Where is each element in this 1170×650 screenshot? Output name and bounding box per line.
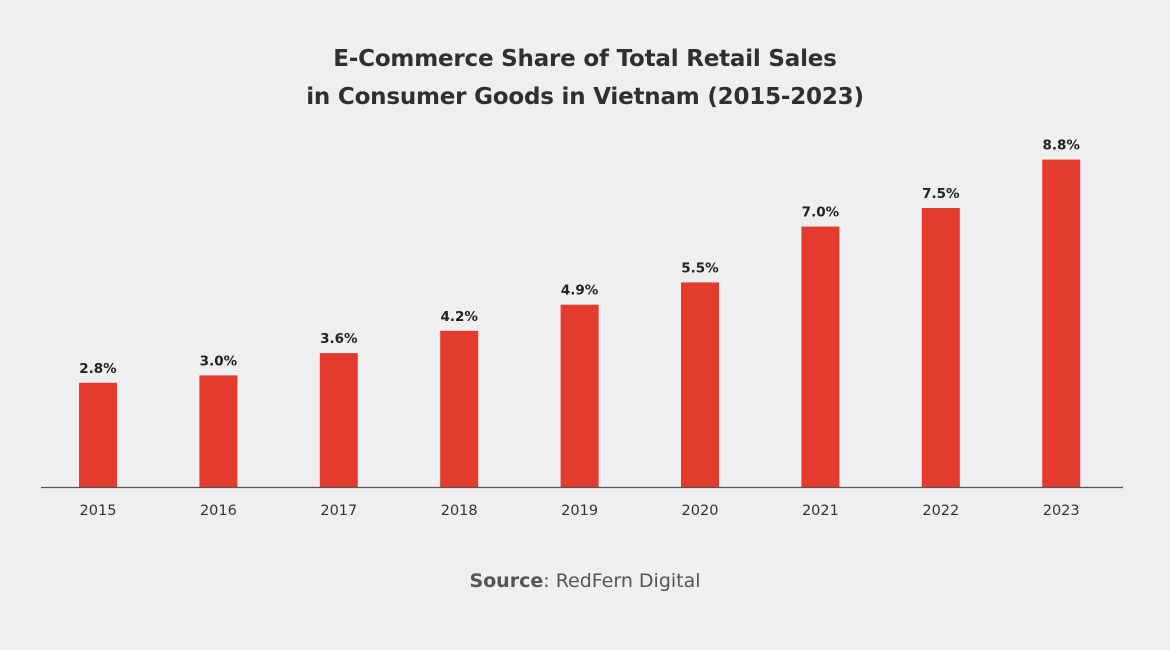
x-tick-labels-layer: 2015 2016 2017 2018 2019 2020 2021 2022 2023 <box>80 503 1080 519</box>
x-tick-label-2021: 2021 <box>802 503 839 519</box>
chart-title: E-Commerce Share of Total Retail Sales i… <box>0 40 1170 116</box>
x-tick-label-2020: 2020 <box>682 503 719 519</box>
bar-2023 <box>1042 159 1081 487</box>
bar-2019 <box>560 304 599 487</box>
source-separator: : <box>543 570 556 592</box>
chart-title-line-1: E-Commerce Share of Total Retail Sales <box>333 46 837 72</box>
bar-2020 <box>681 282 719 487</box>
value-label-2017: 3.6% <box>320 331 358 347</box>
x-tick-label-2023: 2023 <box>1043 503 1080 519</box>
source-text: RedFern Digital <box>555 570 701 592</box>
bar-2016 <box>199 375 238 487</box>
x-tick-label-2015: 2015 <box>80 503 117 519</box>
x-tick-label-2017: 2017 <box>320 503 357 519</box>
value-label-2018: 4.2% <box>440 309 478 325</box>
value-label-2015: 2.8% <box>79 361 117 377</box>
value-label-2021: 7.0% <box>802 205 840 221</box>
x-tick-label-2016: 2016 <box>200 503 237 519</box>
bar-2022 <box>921 208 960 487</box>
source-label: Source <box>469 570 544 592</box>
value-label-2020: 5.5% <box>681 260 719 276</box>
value-label-2016: 3.0% <box>200 353 238 369</box>
source-note: Source: RedFern Digital <box>0 570 1170 592</box>
bar-2015 <box>79 382 117 487</box>
bars-layer <box>79 159 1081 487</box>
x-tick-label-2022: 2022 <box>922 503 959 519</box>
value-label-2022: 7.5% <box>922 186 960 202</box>
value-label-2023: 8.8% <box>1042 138 1080 154</box>
value-labels-layer: 2.8% 3.0% 3.6% 4.2% 4.9% 5.5% 7.0% 7.5% 8.8% <box>79 138 1080 377</box>
chart-title-line-2: in Consumer Goods in Vietnam (2015-2023) <box>306 84 864 110</box>
x-tick-label-2019: 2019 <box>561 503 598 519</box>
bar-2017 <box>319 353 358 487</box>
value-label-2019: 4.9% <box>561 283 599 299</box>
bar-2018 <box>440 330 479 487</box>
bar-2021 <box>801 226 840 487</box>
x-tick-label-2018: 2018 <box>441 503 478 519</box>
